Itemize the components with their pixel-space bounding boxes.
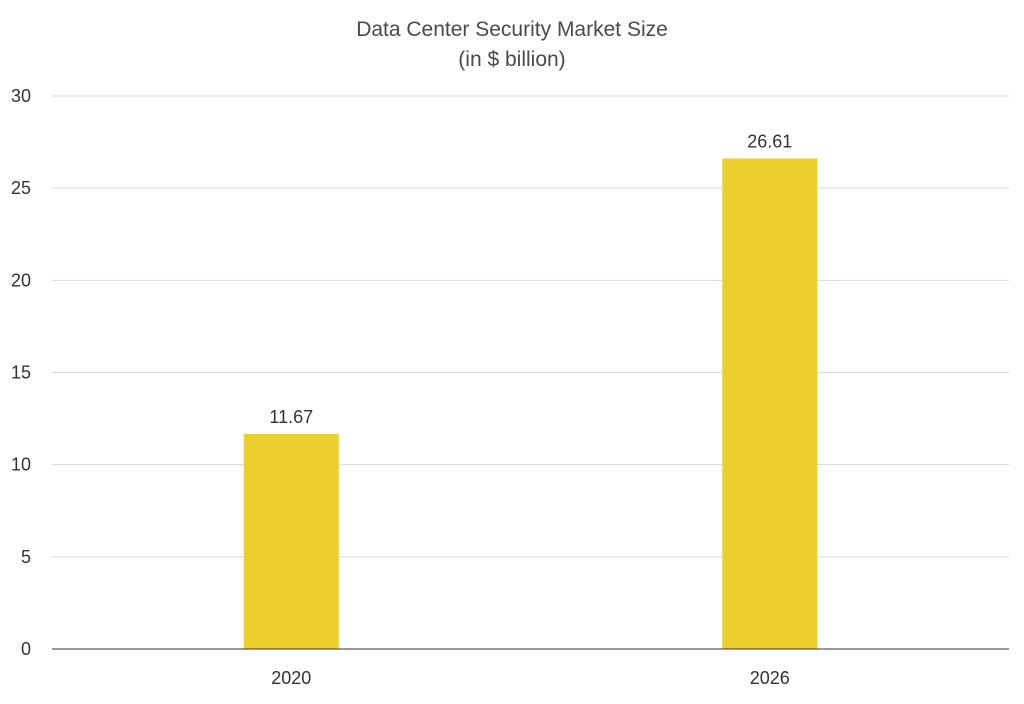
y-tick-label: 30 [11, 86, 31, 106]
data-labels: 11.67 26.61 [269, 131, 792, 426]
data-label: 26.61 [747, 131, 792, 151]
data-label: 11.67 [269, 407, 313, 427]
x-axis-ticks: 2020 2026 [271, 668, 790, 688]
chart-title: Data Center Security Market Size [356, 18, 668, 41]
y-tick-label: 5 [21, 547, 31, 567]
y-tick-label: 0 [21, 639, 31, 659]
y-tick-label: 25 [11, 178, 31, 198]
bars [243, 158, 818, 649]
y-axis-ticks: 0 5 10 15 20 25 30 [11, 86, 31, 659]
gridlines [52, 95, 1009, 558]
y-tick-label: 10 [11, 455, 31, 475]
bar [722, 158, 818, 649]
bar [243, 433, 339, 649]
y-tick-label: 15 [11, 363, 31, 383]
x-tick-label: 2026 [750, 668, 790, 688]
y-tick-label: 20 [11, 270, 31, 290]
x-tick-label: 2020 [271, 668, 311, 688]
chart-subtitle: (in $ billion) [458, 48, 565, 71]
